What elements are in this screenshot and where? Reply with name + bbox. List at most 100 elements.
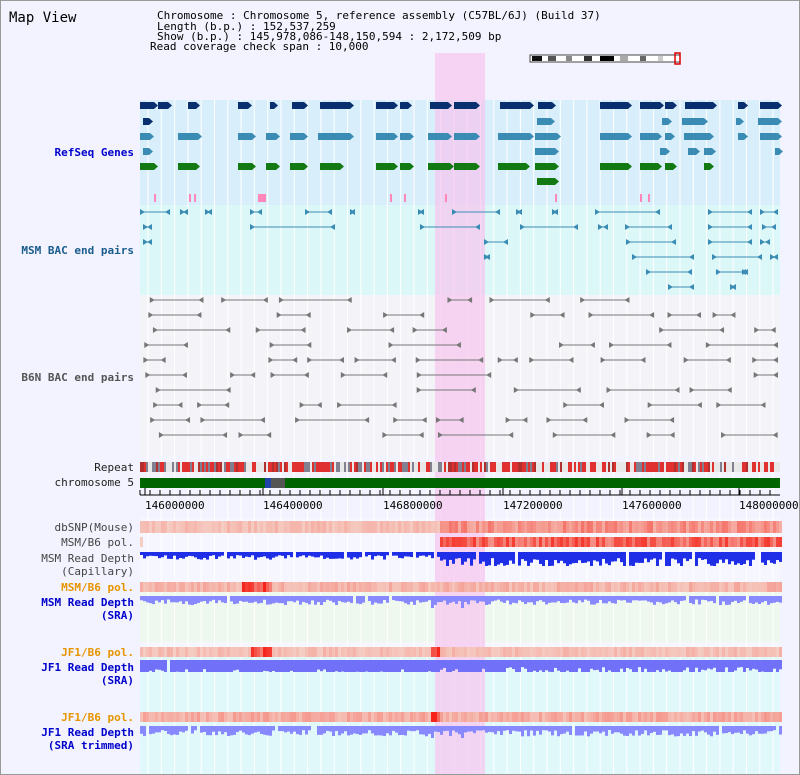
polymorphism-cell xyxy=(377,712,380,722)
depth-bar xyxy=(491,596,494,602)
depth-bar xyxy=(293,726,296,732)
polymorphism-cell xyxy=(566,537,569,547)
depth-bar xyxy=(713,596,716,604)
b6n-bac-pair-end xyxy=(530,312,536,318)
msm-bac-pair-end xyxy=(143,224,148,230)
polymorphism-cell xyxy=(332,712,335,722)
polymorphism-cell xyxy=(437,582,440,592)
repeat-element xyxy=(328,462,330,472)
axis-tick-label: 147200000 xyxy=(503,499,563,512)
polymorphism-cell xyxy=(449,647,452,657)
polymorphism-cell xyxy=(686,582,689,592)
repeat-element xyxy=(490,462,492,472)
gene-arrow xyxy=(744,102,748,109)
polymorphism-cell xyxy=(341,521,344,533)
depth-bar xyxy=(503,726,506,731)
polymorphism-cell xyxy=(365,712,368,722)
depth-bar xyxy=(671,552,674,559)
depth-bar xyxy=(356,596,359,604)
polymorphism-cell xyxy=(404,712,407,722)
depth-bar xyxy=(158,552,161,559)
polymorphism-cell xyxy=(557,647,560,657)
depth-bar xyxy=(644,726,647,731)
depth-bar xyxy=(395,552,398,556)
depth-bar xyxy=(377,726,380,736)
track-label-msm-bac[interactable]: MSM BAC end pairs xyxy=(21,244,134,257)
polymorphism-cell xyxy=(371,521,374,533)
depth-bar xyxy=(482,596,485,602)
depth-bar xyxy=(674,596,677,603)
polymorphism-cell xyxy=(239,521,242,533)
depth-bar xyxy=(497,726,500,732)
refseq-gene xyxy=(537,178,555,185)
depth-bar xyxy=(539,726,542,735)
depth-bar xyxy=(476,596,479,604)
repeat-element xyxy=(768,462,770,472)
depth-bar xyxy=(179,726,182,732)
depth-bar xyxy=(749,660,752,671)
track-label-refseq[interactable]: RefSeq Genes xyxy=(54,146,134,159)
polymorphism-cell xyxy=(515,712,518,722)
refseq-gene xyxy=(535,148,555,155)
polymorphism-cell xyxy=(308,582,311,592)
depth-bar xyxy=(278,552,281,556)
polymorphism-cell xyxy=(524,521,527,533)
depth-bar xyxy=(263,726,266,735)
depth-bar xyxy=(482,660,485,669)
polymorphism-cell xyxy=(704,647,707,657)
repeat-element xyxy=(592,462,594,472)
b6n-bac-pair-end xyxy=(497,357,503,363)
repeat-element xyxy=(166,462,168,472)
depth-bar xyxy=(245,726,248,735)
polymorphism-cell xyxy=(278,521,281,533)
polymorphism-cell xyxy=(692,582,695,592)
polymorphism-cell xyxy=(647,647,650,657)
depth-bar xyxy=(200,596,203,602)
polymorphism-cell xyxy=(755,647,758,657)
b6n-bac-pair-end xyxy=(513,387,519,393)
polymorphism-cell xyxy=(428,712,431,722)
depth-bar xyxy=(197,660,200,672)
polymorphism-cell xyxy=(314,521,317,533)
track-label-b6n-bac[interactable]: B6N BAC end pairs xyxy=(21,371,134,384)
repeat-element xyxy=(654,462,656,472)
polymorphism-cell xyxy=(554,647,557,657)
polymorphism-cell xyxy=(509,647,512,657)
depth-bar xyxy=(626,596,629,603)
depth-bar xyxy=(275,596,278,603)
depth-bar xyxy=(641,552,644,563)
repeat-element xyxy=(688,462,690,472)
polymorphism-cell xyxy=(563,582,566,592)
b6n-bac-pair-end xyxy=(383,312,389,318)
polymorphism-cell xyxy=(194,647,197,657)
repeat-element xyxy=(184,462,186,472)
depth-bar xyxy=(674,552,677,560)
polymorphism-cell xyxy=(581,712,584,722)
depth-bar xyxy=(611,660,614,672)
depth-bar xyxy=(584,660,587,672)
depth-bar xyxy=(203,726,206,732)
polymorphism-cell xyxy=(506,537,509,547)
repeat-element xyxy=(698,462,700,472)
polymorphism-cell xyxy=(182,712,185,722)
b6n-bac-pair-end xyxy=(340,372,346,378)
polymorphism-cell xyxy=(440,521,443,533)
depth-bar xyxy=(461,596,464,608)
repeat-element xyxy=(308,462,310,472)
depth-bar xyxy=(191,596,194,606)
b6n-bac-pair-end xyxy=(222,432,228,438)
depth-bar xyxy=(695,596,698,600)
b6n-bac-pair-end xyxy=(598,402,604,408)
polymorphism-cell xyxy=(482,712,485,722)
depth-bar xyxy=(584,726,587,732)
depth-bar xyxy=(548,552,551,566)
polymorphism-cell xyxy=(500,647,503,657)
polymorphism-cell xyxy=(221,647,224,657)
depth-bar xyxy=(485,596,488,605)
polymorphism-cell xyxy=(584,521,587,533)
depth-bar xyxy=(656,552,659,566)
repeat-element xyxy=(282,462,284,472)
repeat-element xyxy=(154,462,156,472)
depth-bar xyxy=(425,726,428,737)
